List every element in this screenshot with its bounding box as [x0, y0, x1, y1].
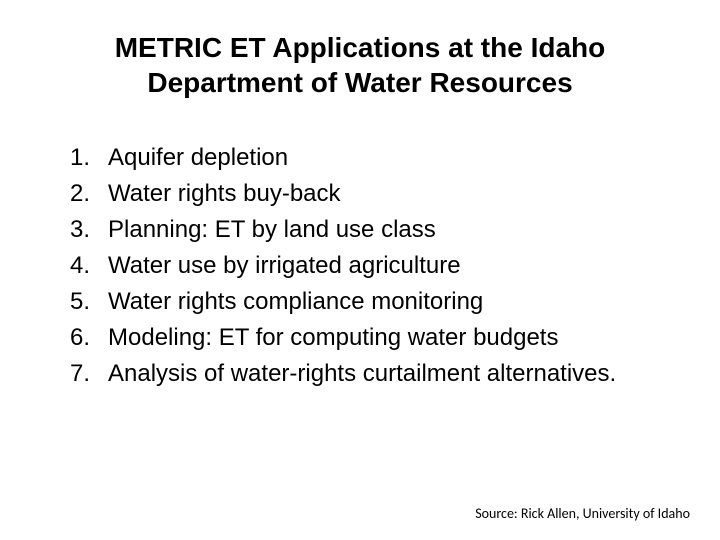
list-text: Planning: ET by land use class [108, 212, 670, 248]
list-item: 3. Planning: ET by land use class [70, 212, 670, 248]
list-item: 1. Aquifer depletion [70, 140, 670, 176]
list-number: 1. [70, 140, 108, 176]
list-item: 7. Analysis of water-rights curtailment … [70, 356, 670, 392]
list-number: 5. [70, 284, 108, 320]
list-number: 3. [70, 212, 108, 248]
list-text: Aquifer depletion [108, 140, 670, 176]
list-item: 5. Water rights compliance monitoring [70, 284, 670, 320]
ordered-list: 1. Aquifer depletion 2. Water rights buy… [50, 140, 670, 392]
list-item: 4. Water use by irrigated agriculture [70, 248, 670, 284]
list-number: 7. [70, 356, 108, 392]
slide-container: METRIC ET Applications at the Idaho Depa… [0, 0, 720, 540]
list-text: Water rights buy-back [108, 176, 670, 212]
list-text: Analysis of water-rights curtailment alt… [108, 356, 670, 392]
list-text: Water rights compliance monitoring [108, 284, 670, 320]
list-number: 6. [70, 320, 108, 356]
list-text: Modeling: ET for computing water budgets [108, 320, 670, 356]
list-item: 2. Water rights buy-back [70, 176, 670, 212]
slide-title: METRIC ET Applications at the Idaho Depa… [50, 30, 670, 100]
source-attribution: Source: Rick Allen, University of Idaho [475, 505, 690, 522]
list-number: 4. [70, 248, 108, 284]
list-text: Water use by irrigated agriculture [108, 248, 670, 284]
list-number: 2. [70, 176, 108, 212]
list-item: 6. Modeling: ET for computing water budg… [70, 320, 670, 356]
